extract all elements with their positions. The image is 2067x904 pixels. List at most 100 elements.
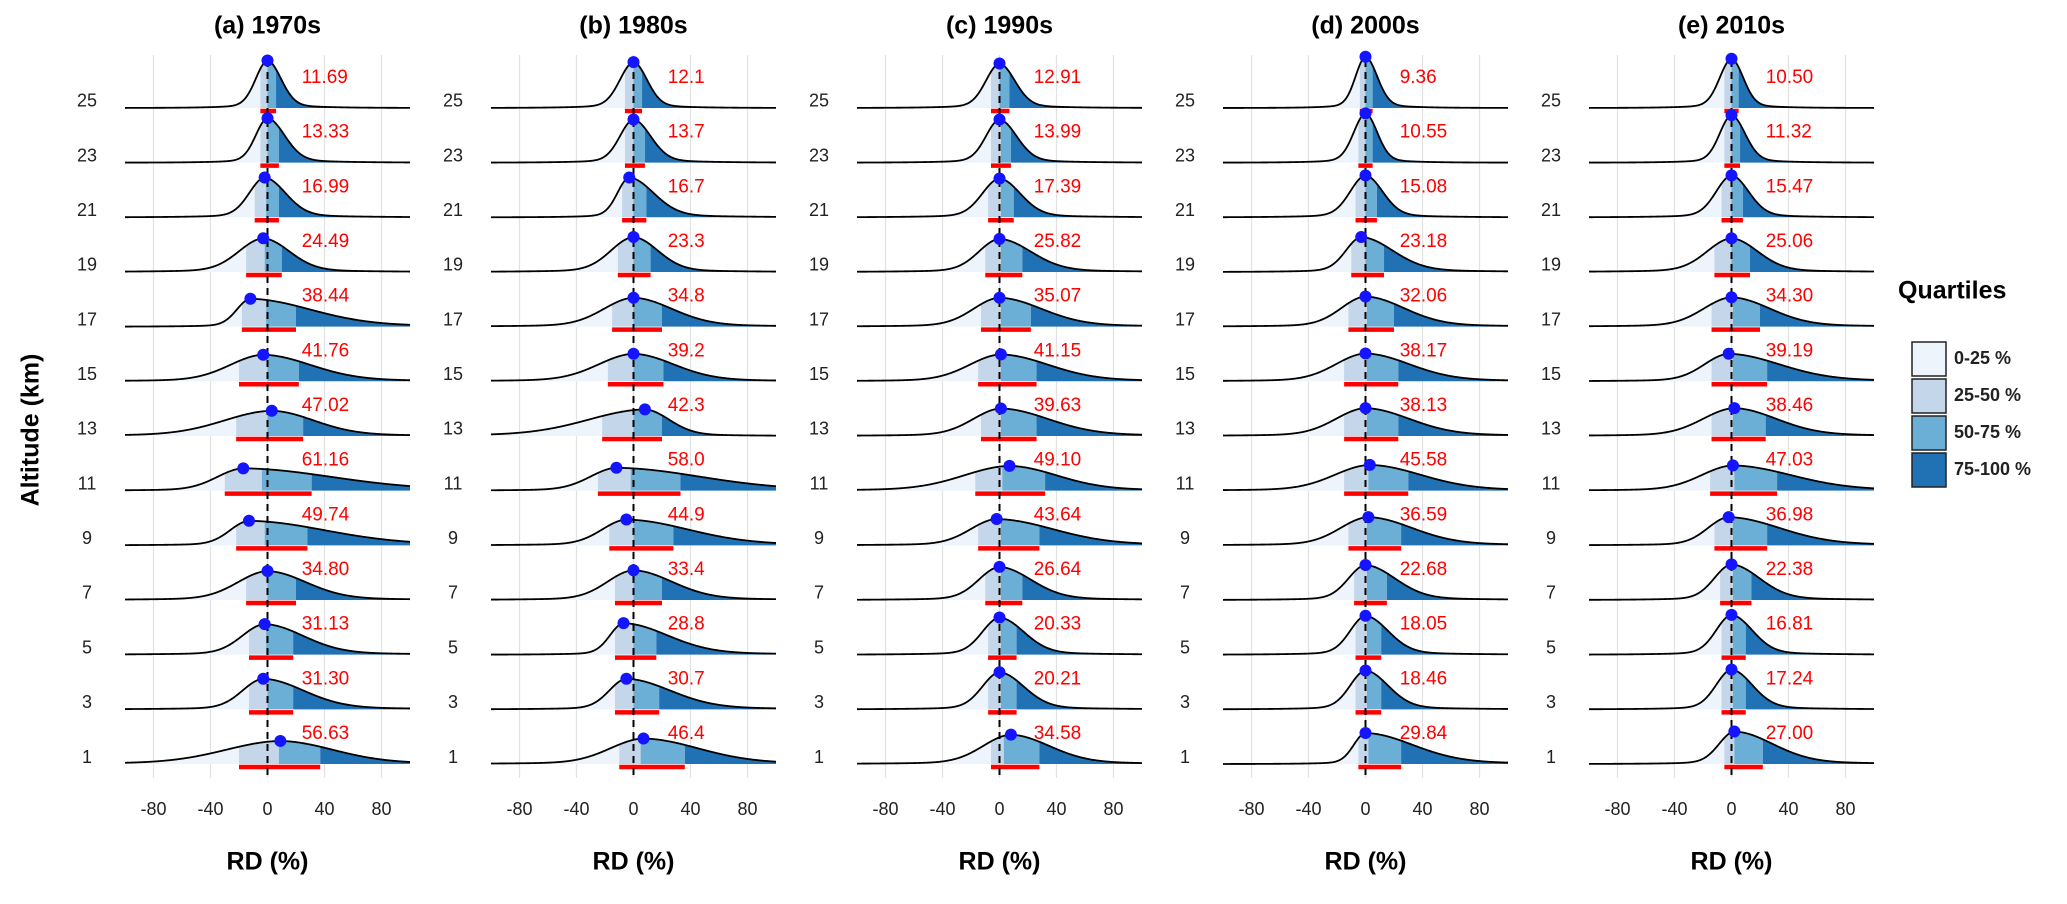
quartile-area	[990, 63, 1000, 108]
value-label: 61.16	[302, 450, 350, 471]
x-tick-label: -80	[872, 799, 898, 819]
quartile-area	[988, 672, 1001, 710]
quartile-area	[125, 630, 249, 655]
quartile-area	[260, 60, 268, 108]
y-tick-label: 3	[1180, 692, 1190, 712]
y-tick-label: 21	[77, 200, 97, 220]
peak-dot	[1726, 459, 1739, 472]
panel-title: (d) 2000s	[1311, 12, 1419, 40]
peak-dot	[993, 232, 1006, 245]
quartile-area	[614, 623, 634, 655]
y-tick-label: 19	[809, 255, 829, 275]
value-label: 41.15	[1034, 340, 1082, 361]
quartile-area	[1009, 72, 1142, 108]
y-tick-label: 1	[1180, 747, 1190, 767]
value-label: 36.98	[1766, 504, 1814, 525]
y-tick-label: 15	[1541, 364, 1561, 384]
quartile-area	[1751, 572, 1874, 600]
y-tick-label: 7	[1546, 583, 1556, 603]
peak-dot	[627, 291, 640, 304]
y-tick-label: 19	[77, 255, 97, 275]
peak-dot	[993, 172, 1006, 185]
peak-dot	[993, 113, 1006, 126]
x-tick-label: -80	[1604, 799, 1630, 819]
quartile-area	[980, 297, 1001, 327]
quartile-area	[1724, 58, 1732, 108]
quartile-area	[659, 686, 776, 710]
value-label: 17.24	[1766, 668, 1814, 689]
quartile-area	[612, 297, 634, 327]
quartile-area	[1376, 183, 1508, 218]
quartile-area	[607, 353, 634, 382]
peak-dot	[1003, 459, 1016, 472]
y-tick-label: 13	[77, 419, 97, 439]
peak-dot	[1004, 728, 1017, 741]
value-label: 56.63	[302, 723, 350, 744]
value-label: 16.7	[668, 176, 705, 197]
quartile-area	[224, 468, 262, 491]
value-label: 18.05	[1400, 614, 1448, 635]
quartile-area	[1366, 353, 1399, 382]
quartile-area	[491, 244, 618, 272]
legend-swatch	[1911, 415, 1947, 451]
quartile-area	[125, 125, 261, 163]
quartile-area	[1016, 680, 1142, 710]
quartile-area	[125, 303, 242, 327]
value-label: 49.10	[1034, 450, 1082, 471]
quartile-area	[1384, 245, 1508, 272]
quartile-area	[241, 298, 267, 327]
peak-dot	[257, 348, 270, 361]
x-tick-label: 0	[1726, 799, 1736, 819]
quartile-area	[622, 177, 634, 218]
quartile-area	[1745, 678, 1874, 710]
quartile-area	[125, 416, 237, 436]
peak-dot	[261, 565, 274, 578]
value-label: 25.06	[1766, 231, 1814, 252]
quartile-area	[1732, 408, 1766, 436]
quartile-area	[281, 245, 410, 272]
quartile-area	[1721, 614, 1733, 655]
quartile-area	[1401, 740, 1508, 764]
value-label: 12.1	[668, 67, 705, 88]
quartile-area	[988, 617, 1001, 655]
quartile-area	[491, 184, 623, 218]
quartile-area	[1734, 731, 1763, 764]
y-tick-label: 7	[448, 583, 458, 603]
y-tick-label: 23	[1541, 145, 1561, 165]
value-label: 58.0	[668, 450, 705, 471]
value-label: 39.63	[1034, 395, 1082, 416]
peak-dot	[1725, 608, 1738, 621]
quartile-area	[662, 304, 776, 327]
quartile-area	[1732, 517, 1768, 546]
peak-dot	[1728, 725, 1741, 738]
value-label: 35.07	[1034, 286, 1082, 307]
quartile-area	[248, 624, 267, 655]
value-label: 43.64	[1034, 504, 1082, 525]
peak-dot	[1359, 402, 1372, 415]
y-tick-label: 13	[809, 419, 829, 439]
quartile-area	[1589, 571, 1721, 600]
legend-title: Quartiles	[1898, 277, 2006, 305]
quartile-area	[857, 127, 991, 163]
quartile-area	[1348, 517, 1367, 546]
value-label: 28.8	[668, 614, 705, 635]
y-tick-label: 5	[1546, 637, 1556, 657]
quartile-area	[1589, 183, 1722, 218]
y-tick-label: 19	[1175, 255, 1195, 275]
quartile-area	[1022, 574, 1142, 600]
quartile-area	[320, 746, 410, 764]
peak-dot	[1359, 664, 1372, 677]
quartile-area	[650, 244, 776, 272]
peak-dot	[620, 513, 633, 526]
quartile-area	[633, 119, 645, 163]
quartile-area	[1762, 739, 1874, 764]
y-tick-label: 21	[1175, 200, 1195, 220]
peak-dot	[1725, 232, 1738, 245]
y-tick-label: 9	[814, 528, 824, 548]
value-label: 13.99	[1034, 122, 1082, 143]
quartile-area	[1045, 472, 1142, 491]
quartile-area	[1589, 359, 1712, 382]
x-tick-label: 0	[262, 799, 272, 819]
value-label: 16.99	[302, 176, 350, 197]
quartile-area	[1589, 414, 1712, 436]
